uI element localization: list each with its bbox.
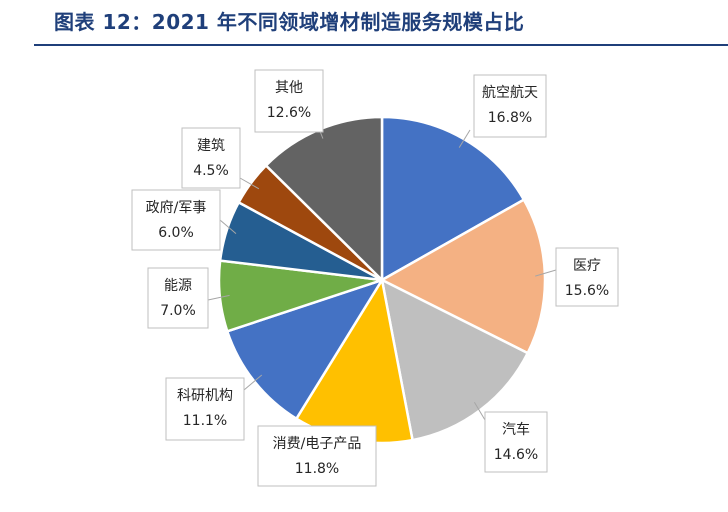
leader-line	[243, 374, 263, 391]
leader-line	[207, 294, 230, 301]
slice-category-label: 政府/军事	[146, 200, 207, 216]
callout-box	[484, 411, 548, 473]
callout-box	[147, 267, 209, 329]
leader-line	[458, 129, 471, 148]
leader-line	[219, 219, 237, 234]
callout-box	[254, 69, 324, 133]
slice-category-label: 消费/电子产品	[273, 436, 362, 452]
slice-value-label: 16.8%	[488, 110, 532, 126]
slice-value-label: 11.8%	[295, 461, 339, 477]
callout-box	[131, 189, 221, 251]
slice-category-label: 其他	[275, 80, 303, 96]
callout-box	[181, 127, 241, 189]
leader-line	[535, 269, 557, 277]
slice-value-label: 12.6%	[267, 105, 311, 121]
slice-category-label: 建筑	[197, 138, 225, 154]
pie-callouts: 航空航天 16.8% 医疗 15.6% 汽车 14.6% 消费/电子产品 11.8% 科研机构 1…	[131, 69, 619, 487]
pie-slices	[217, 115, 547, 445]
callout-box	[165, 377, 245, 441]
slice-category-label: 医疗	[573, 258, 601, 274]
callout-box	[555, 247, 619, 307]
leader-line	[473, 401, 486, 421]
leader-line	[239, 177, 260, 190]
callout-box	[257, 425, 377, 487]
slice-value-label: 6.0%	[158, 225, 194, 241]
pie-slice	[380, 277, 530, 442]
title-bar: 图表 12：2021 年不同领域增材制造服务规模占比	[34, 0, 728, 46]
slice-category-label: 航空航天	[482, 85, 538, 101]
slice-value-label: 15.6%	[565, 283, 609, 299]
slice-category-label: 科研机构	[177, 388, 233, 404]
pie-slice	[379, 197, 547, 355]
slice-category-label: 能源	[164, 278, 192, 294]
slice-value-label: 7.0%	[160, 303, 196, 319]
callout-box	[473, 74, 547, 138]
title-underline	[34, 44, 728, 46]
slice-value-label: 11.1%	[183, 413, 227, 429]
slice-category-label: 汽车	[502, 421, 530, 438]
slice-value-label: 14.6%	[494, 447, 538, 463]
chart-title: 图表 12：2021 年不同领域增材制造服务规模占比	[54, 10, 525, 34]
slice-value-label: 4.5%	[193, 163, 229, 179]
